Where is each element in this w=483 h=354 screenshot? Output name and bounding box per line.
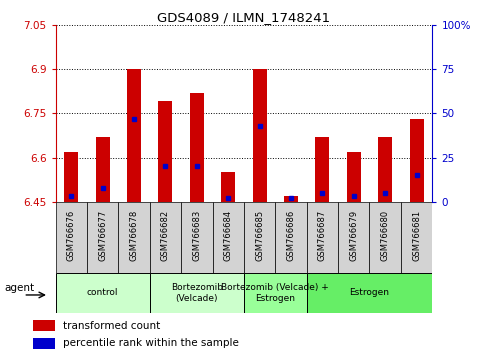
Text: Estrogen: Estrogen xyxy=(350,289,389,297)
Text: transformed count: transformed count xyxy=(63,321,160,331)
Bar xyxy=(96,137,110,202)
Text: agent: agent xyxy=(4,283,35,293)
Bar xyxy=(150,273,244,313)
Bar xyxy=(56,273,150,313)
Bar xyxy=(378,137,392,202)
Bar xyxy=(307,273,432,313)
Bar xyxy=(315,137,329,202)
Bar xyxy=(64,152,78,202)
Title: GDS4089 / ILMN_1748241: GDS4089 / ILMN_1748241 xyxy=(157,11,330,24)
Bar xyxy=(190,93,204,202)
Bar xyxy=(284,196,298,202)
Text: GSM766687: GSM766687 xyxy=(318,210,327,261)
Text: GSM766682: GSM766682 xyxy=(161,210,170,261)
Bar xyxy=(221,172,235,202)
Text: GSM766679: GSM766679 xyxy=(349,210,358,261)
Text: Bortezomib
(Velcade): Bortezomib (Velcade) xyxy=(171,283,223,303)
Bar xyxy=(338,202,369,273)
Bar xyxy=(347,152,361,202)
Bar xyxy=(369,202,401,273)
Bar xyxy=(244,273,307,313)
Text: GSM766686: GSM766686 xyxy=(286,210,296,261)
Bar xyxy=(244,202,275,273)
Text: GSM766685: GSM766685 xyxy=(255,210,264,261)
Text: GSM766676: GSM766676 xyxy=(67,210,76,261)
Bar xyxy=(158,102,172,202)
Bar xyxy=(33,338,55,349)
Bar xyxy=(275,202,307,273)
Bar xyxy=(127,69,141,202)
Bar xyxy=(401,202,432,273)
Text: percentile rank within the sample: percentile rank within the sample xyxy=(63,338,239,348)
Bar xyxy=(56,202,87,273)
Text: GSM766683: GSM766683 xyxy=(192,210,201,261)
Bar xyxy=(253,69,267,202)
Text: GSM766678: GSM766678 xyxy=(129,210,139,261)
Bar xyxy=(87,202,118,273)
Bar xyxy=(118,202,150,273)
Text: GSM766677: GSM766677 xyxy=(98,210,107,261)
Text: GSM766680: GSM766680 xyxy=(381,210,390,261)
Text: control: control xyxy=(87,289,118,297)
Text: GSM766684: GSM766684 xyxy=(224,210,233,261)
Text: GSM766681: GSM766681 xyxy=(412,210,421,261)
Bar xyxy=(181,202,213,273)
Text: Bortezomib (Velcade) +
Estrogen: Bortezomib (Velcade) + Estrogen xyxy=(221,283,329,303)
Bar xyxy=(33,320,55,331)
Bar xyxy=(213,202,244,273)
Bar xyxy=(307,202,338,273)
Bar xyxy=(410,119,424,202)
Bar xyxy=(150,202,181,273)
